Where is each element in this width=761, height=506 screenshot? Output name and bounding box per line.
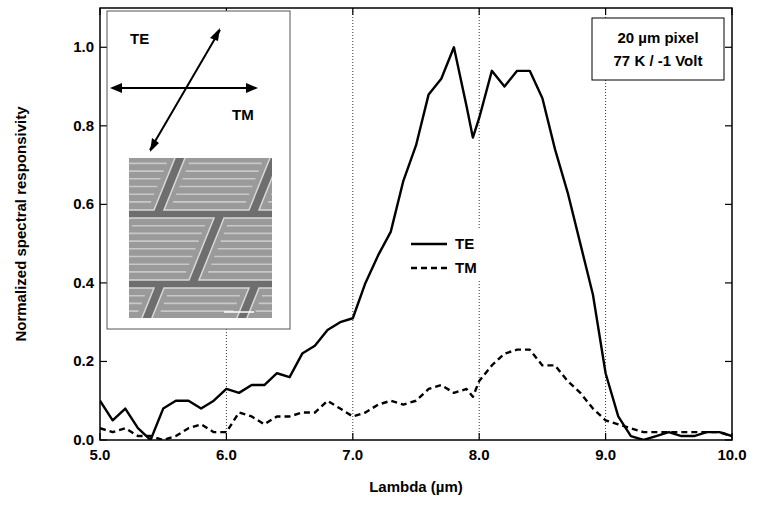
legend-background [405,230,485,280]
x-tick [352,8,353,15]
chart: 5.0 6.0 7.0 8.0 9.0 10.0 0.0 0.2 0.4 0.6 0.8 1.0 Lam… [0,0,761,506]
x-tick [479,433,480,440]
grid-line [479,8,480,440]
x-axis-title: Lambda (µm) [369,478,463,495]
y-tick-label: 0.2 [73,352,94,369]
plot-background [100,8,732,440]
y-tick [100,282,107,283]
x-tick-label: 7.0 [342,446,363,463]
legend: TE TM [405,230,485,280]
y-tick-label: 1.0 [73,38,94,55]
plot-frame [100,8,732,440]
y-tick [100,204,107,205]
x-tick-label: 5.0 [90,446,111,463]
y-tick-label: 0.4 [73,274,95,291]
y-tick-label: 0.0 [73,431,94,448]
tm-arrow-head [246,83,258,93]
y-tick [725,282,732,283]
tm-label: TM [232,106,254,123]
series-line [100,350,732,440]
y-tick [725,361,732,362]
y-tick-label: 0.6 [73,195,94,212]
y-tick [725,47,732,48]
y-tick [100,47,107,48]
x-tick-label: 8.0 [469,446,490,463]
y-tick [725,204,732,205]
legend-label: TE [455,235,474,252]
legend-swatch [411,243,447,245]
te-arrow-head [210,28,220,41]
x-tick [605,8,606,15]
te-label: TE [130,30,149,47]
x-tick [605,433,606,440]
y-tick [100,125,107,126]
x-tick [226,433,227,440]
info-box [592,18,724,80]
info-text: 20 µm pixel [617,29,698,46]
y-axis-title: Normalized spectral responsivity [12,106,29,342]
tm-arrow [112,87,256,89]
sem-image [129,158,272,318]
x-tick-label: 9.0 [595,446,616,463]
te-arrow-head [150,138,159,152]
info-text: 77 K / -1 Volt [614,52,703,69]
te-arrow [150,30,220,150]
grid-line [352,8,353,440]
y-tick [725,125,732,126]
y-tick-label: 0.8 [73,117,94,134]
legend-swatch [411,267,447,269]
y-tick [100,361,107,362]
inset: TE TM [0,11,439,350]
x-tick-label: 10.0 [717,446,746,463]
legend-label: TM [455,259,477,276]
x-tick [352,433,353,440]
x-tick-label: 6.0 [216,446,237,463]
x-tick [479,8,480,15]
tm-arrow-head [110,83,122,93]
